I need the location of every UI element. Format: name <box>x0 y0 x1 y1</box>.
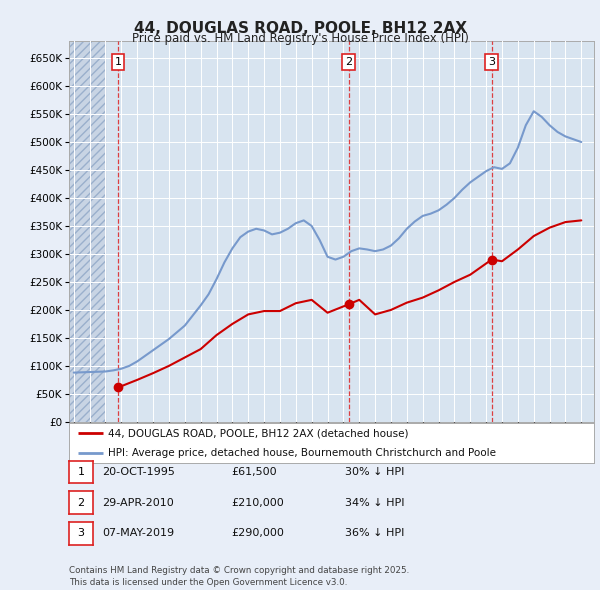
Text: 1: 1 <box>77 467 85 477</box>
Bar <box>69 41 106 422</box>
Bar <box>69 41 106 422</box>
Text: 36% ↓ HPI: 36% ↓ HPI <box>345 529 404 538</box>
Text: 3: 3 <box>77 529 85 538</box>
Text: £290,000: £290,000 <box>231 529 284 538</box>
Text: £210,000: £210,000 <box>231 498 284 507</box>
Text: 44, DOUGLAS ROAD, POOLE, BH12 2AX (detached house): 44, DOUGLAS ROAD, POOLE, BH12 2AX (detac… <box>109 428 409 438</box>
Text: 20-OCT-1995: 20-OCT-1995 <box>102 467 175 477</box>
Text: 3: 3 <box>488 57 495 67</box>
Text: 07-MAY-2019: 07-MAY-2019 <box>102 529 174 538</box>
Text: 29-APR-2010: 29-APR-2010 <box>102 498 174 507</box>
Text: Price paid vs. HM Land Registry's House Price Index (HPI): Price paid vs. HM Land Registry's House … <box>131 32 469 45</box>
Text: 1: 1 <box>115 57 122 67</box>
Text: 34% ↓ HPI: 34% ↓ HPI <box>345 498 404 507</box>
Text: 2: 2 <box>345 57 352 67</box>
Text: 30% ↓ HPI: 30% ↓ HPI <box>345 467 404 477</box>
Text: 44, DOUGLAS ROAD, POOLE, BH12 2AX: 44, DOUGLAS ROAD, POOLE, BH12 2AX <box>133 21 467 35</box>
Text: HPI: Average price, detached house, Bournemouth Christchurch and Poole: HPI: Average price, detached house, Bour… <box>109 448 496 458</box>
Text: Contains HM Land Registry data © Crown copyright and database right 2025.
This d: Contains HM Land Registry data © Crown c… <box>69 566 409 587</box>
Text: £61,500: £61,500 <box>231 467 277 477</box>
Text: 2: 2 <box>77 498 85 507</box>
